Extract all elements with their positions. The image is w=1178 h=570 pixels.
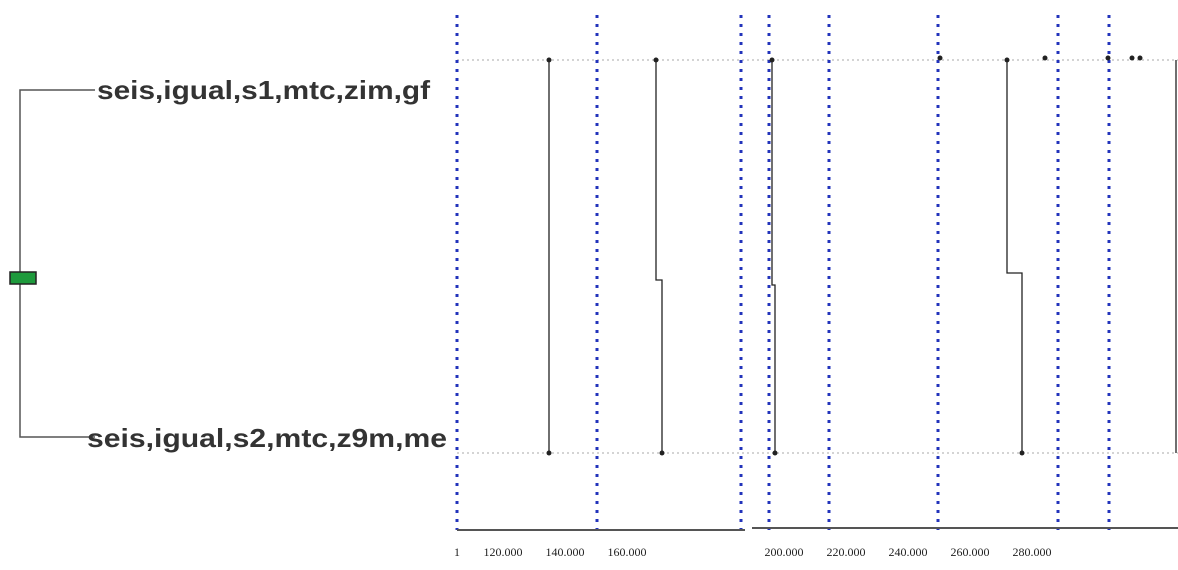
leaf-label[interactable]: seis,igual,s1,mtc,zim,gf (97, 75, 430, 105)
tick-label: 240.000 (889, 545, 928, 559)
point (546, 450, 552, 456)
tree: seis,igual,s1,mtc,zim,gf seis,igual,s2,m… (9, 75, 447, 453)
point (1105, 55, 1111, 61)
point (772, 450, 778, 456)
track: 1 120.000 140.000 160.000 200.000 220.000 240.… (454, 15, 1178, 559)
tick-label: 120.000 (484, 545, 523, 559)
points (546, 55, 1143, 456)
tick-label: 280.000 (1013, 545, 1052, 559)
point (659, 450, 665, 456)
tree-node[interactable] (9, 271, 37, 285)
axis-ticks: 1 120.000 140.000 160.000 200.000 220.000 240.… (454, 545, 1052, 559)
point (1004, 57, 1010, 63)
point (1042, 55, 1048, 61)
tick-label: 200.000 (765, 545, 804, 559)
tick-label: 140.000 (546, 545, 585, 559)
point (1019, 450, 1025, 456)
tick-label: 220.000 (827, 545, 866, 559)
tick-label: 160.000 (608, 545, 647, 559)
point (1129, 55, 1135, 61)
link (655, 60, 663, 453)
point (653, 57, 659, 63)
point (1137, 55, 1143, 61)
tree-bracket (19, 89, 95, 438)
point (937, 55, 943, 61)
point (546, 57, 552, 63)
point (769, 57, 775, 63)
leaf-label[interactable]: seis,igual,s2,mtc,z9m,me (87, 423, 447, 453)
tick-label: 1 (454, 545, 460, 559)
link (771, 60, 776, 453)
link (1006, 60, 1023, 453)
tick-label: 260.000 (951, 545, 990, 559)
